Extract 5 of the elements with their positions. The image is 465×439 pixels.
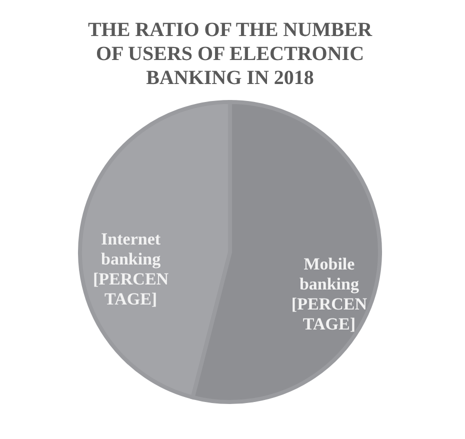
data-label: [PERCENTAGE] [93, 269, 170, 308]
slice-label: Mobile banking [299, 254, 360, 294]
chart-title: THE RATIO OF THE NUMBER OF USERS OF ELECTRONIC BANKING IN 2018 [88, 19, 373, 89]
data-label: [PERCENTAGE] [291, 294, 368, 334]
slice-label: Internet banking [101, 229, 162, 268]
